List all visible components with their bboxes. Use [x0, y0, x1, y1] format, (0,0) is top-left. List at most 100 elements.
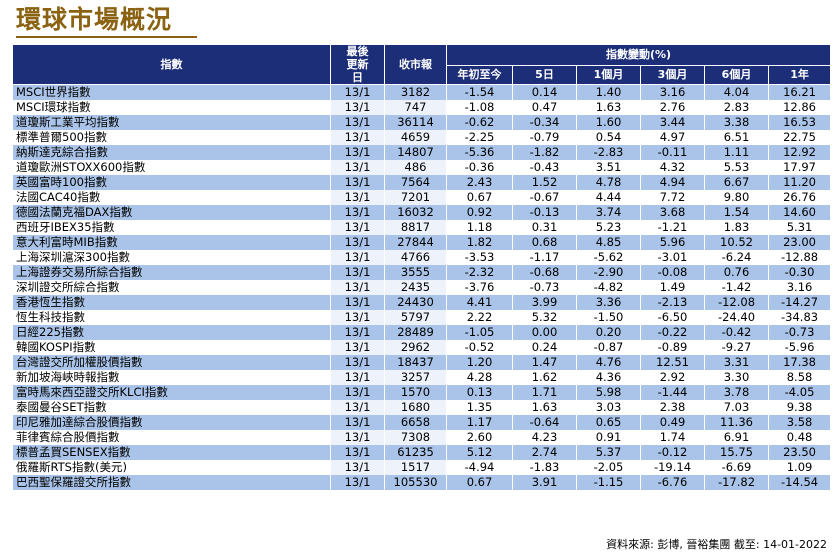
- date-cell: 13/1: [330, 475, 385, 490]
- change-cell: 7.03: [704, 400, 769, 415]
- change-cell: 3.16: [767, 280, 832, 295]
- index-name-cell: 巴西聖保羅證交所指數: [12, 475, 331, 490]
- change-cell: 1.49: [640, 280, 705, 295]
- close-cell: 18437: [384, 355, 447, 370]
- date-cell: 13/1: [330, 445, 385, 460]
- table-row: 泰國曼谷SET指數 13/1 1680 1.35 1.63 3.03 2.38 7.03 9.3…: [12, 400, 832, 415]
- change-cell: 3.51: [576, 160, 641, 175]
- date-cell: 13/1: [330, 250, 385, 265]
- change-cell: 0.67: [446, 190, 513, 205]
- date-cell: 13/1: [330, 145, 385, 160]
- change-cell: 3.78: [704, 385, 769, 400]
- change-cell: -17.82: [704, 475, 769, 490]
- change-cell: 16.21: [767, 84, 832, 100]
- change-cell: 1.35: [446, 400, 513, 415]
- change-cell: -4.82: [576, 280, 641, 295]
- table-row: 巴西聖保羅證交所指數 13/1 105530 0.67 3.91 -1.15 -6.76 -1…: [12, 475, 832, 490]
- change-cell: -0.89: [640, 340, 705, 355]
- close-cell: 2435: [384, 280, 447, 295]
- date-cell: 13/1: [330, 430, 385, 445]
- change-cell: 5.32: [512, 310, 577, 325]
- change-cell: 8.58: [767, 370, 832, 385]
- change-cell: 3.44: [640, 115, 705, 130]
- change-cell: 3.30: [704, 370, 769, 385]
- change-cell: -9.27: [704, 340, 769, 355]
- close-cell: 6658: [384, 415, 447, 430]
- index-name-cell: 標普孟買SENSEX指數: [12, 445, 331, 460]
- change-cell: -6.50: [640, 310, 705, 325]
- change-cell: 11.20: [767, 175, 832, 190]
- change-cell: -0.73: [767, 325, 832, 340]
- change-cell: 5.53: [704, 160, 769, 175]
- index-name-cell: 香港恆生指數: [12, 295, 331, 310]
- close-cell: 8817: [384, 220, 447, 235]
- change-cell: 4.23: [512, 430, 577, 445]
- close-cell: 36114: [384, 115, 447, 130]
- table-row: 上海深圳滬深300指數 13/1 4766 -3.53 -1.17 -5.62 -3.01-…: [12, 250, 832, 265]
- change-cell: 0.91: [576, 430, 641, 445]
- change-cell: 3.91: [512, 475, 577, 490]
- index-name-cell: 德國法蘭克福DAX指數: [12, 205, 331, 220]
- header-period-1m: 1個月: [576, 64, 641, 86]
- page-title: 環球市場概況: [16, 5, 173, 34]
- change-cell: 9.38: [767, 400, 832, 415]
- change-cell: 0.76: [704, 265, 769, 280]
- header-period-5d: 5日: [512, 64, 577, 86]
- change-cell: -5.36: [446, 145, 513, 160]
- change-cell: 1.63: [576, 100, 641, 115]
- change-cell: 3.74: [576, 205, 641, 220]
- change-cell: 4.94: [640, 175, 705, 190]
- index-name-cell: 台灣證交所加權股價指數: [12, 355, 331, 370]
- change-cell: 3.03: [576, 400, 641, 415]
- index-name-cell: 泰國曼谷SET指數: [12, 400, 331, 415]
- index-name-cell: MSCI環球指數: [12, 100, 331, 115]
- change-cell: -0.22: [640, 325, 705, 340]
- close-cell: 61235: [384, 445, 447, 460]
- change-cell: -34.83: [767, 310, 832, 325]
- change-cell: 17.38: [767, 355, 832, 370]
- change-cell: -2.83: [576, 145, 641, 160]
- date-cell: 13/1: [330, 220, 385, 235]
- change-cell: -1.42: [704, 280, 769, 295]
- table-row: 西班牙IBEX35指數 13/1 8817 1.18 0.31 5.23 -1.21 1.83…: [12, 220, 832, 235]
- table-row: 道瓊斯工業平均指數 13/1 36114 -0.62 -0.34 1.60 3.44 3.38…: [12, 115, 832, 130]
- change-cell: 0.49: [640, 415, 705, 430]
- change-cell: -3.01: [640, 250, 705, 265]
- change-cell: 15.75: [704, 445, 769, 460]
- change-cell: 3.38: [704, 115, 769, 130]
- change-cell: 2.43: [446, 175, 513, 190]
- change-cell: 1.20: [446, 355, 513, 370]
- date-cell: 13/1: [330, 175, 385, 190]
- change-cell: -24.40: [704, 310, 769, 325]
- change-cell: 5.12: [446, 445, 513, 460]
- change-cell: -1.21: [640, 220, 705, 235]
- change-cell: 5.31: [767, 220, 832, 235]
- table-row: 納斯達克綜合指數 13/1 14807 -5.36 -1.82 -2.83 -0.11 1.1…: [12, 145, 832, 160]
- change-cell: 11.36: [704, 415, 769, 430]
- close-cell: 3182: [384, 84, 447, 100]
- index-name-cell: 納斯達克綜合指數: [12, 145, 331, 160]
- table-row: 新加坡海峽時報指數 13/1 3257 4.28 1.62 4.36 2.92 3.30 8.5…: [12, 370, 832, 385]
- change-cell: 1.09: [767, 460, 832, 475]
- source-note: 資料來源: 彭博, 晉裕集團 截至: 14-01-2022: [606, 538, 827, 551]
- index-name-cell: 恆生科技指數: [12, 310, 331, 325]
- change-cell: -14.54: [767, 475, 832, 490]
- index-name-cell: 道瓊斯工業平均指數: [12, 115, 331, 130]
- change-cell: 3.36: [576, 295, 641, 310]
- index-name-cell: 道瓊歐洲STOXX600指數: [12, 160, 331, 175]
- table-row: 菲律賓綜合股價指數 13/1 7308 2.60 4.23 0.91 1.74 6.91 0.4…: [12, 430, 832, 445]
- table-row: 標準普爾500指數 13/1 4659 -2.25 -0.79 0.54 4.97 6.51 2…: [12, 130, 832, 145]
- title-underline: [16, 36, 197, 38]
- change-cell: 2.83: [704, 100, 769, 115]
- change-cell: 2.38: [640, 400, 705, 415]
- change-cell: 2.60: [446, 430, 513, 445]
- change-cell: 5.37: [576, 445, 641, 460]
- change-cell: 1.18: [446, 220, 513, 235]
- header-date-label: 最後更新日: [346, 45, 369, 84]
- header-period-ytd: 年初至今: [446, 64, 513, 86]
- change-cell: 1.62: [512, 370, 577, 385]
- change-cell: -1.15: [576, 475, 641, 490]
- header-change-group: 指數變動(%): [445, 44, 832, 66]
- change-cell: -12.08: [704, 295, 769, 310]
- change-cell: 6.67: [704, 175, 769, 190]
